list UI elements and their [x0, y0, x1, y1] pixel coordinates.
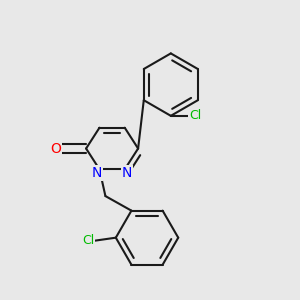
- Text: N: N: [92, 166, 102, 180]
- Text: O: O: [50, 142, 61, 155]
- Text: N: N: [122, 166, 132, 180]
- Text: Cl: Cl: [189, 109, 201, 122]
- Text: Cl: Cl: [82, 234, 94, 247]
